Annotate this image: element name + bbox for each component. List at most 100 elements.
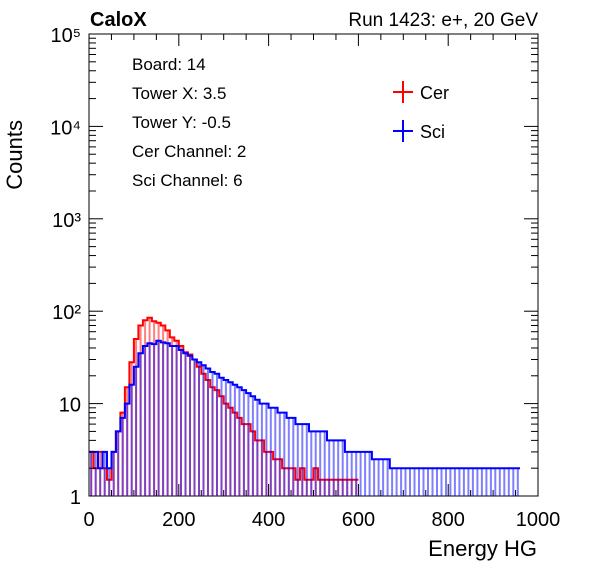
bin-sci-22 xyxy=(189,355,191,496)
bin-sci-30 xyxy=(224,380,227,496)
bin-sci-56 xyxy=(341,440,344,496)
bin-sci-46 xyxy=(296,424,299,496)
bin-sci-74 xyxy=(422,468,425,496)
plot-frame xyxy=(88,33,539,497)
bin-sci-53 xyxy=(328,440,331,496)
info-cer-channel: Cer Channel: 2 xyxy=(132,142,246,161)
bin-sci-81 xyxy=(453,468,456,496)
bin-sci-23 xyxy=(193,359,196,496)
bin-sci-88 xyxy=(485,468,488,496)
bin-sci-60 xyxy=(359,451,362,496)
bin-sci-58 xyxy=(350,451,353,496)
bin-sci-79 xyxy=(445,468,447,496)
bin-sci-0 xyxy=(90,451,93,496)
bin-sci-8 xyxy=(126,403,129,496)
bin-sci-34 xyxy=(242,390,245,496)
bin-sci-51 xyxy=(319,431,322,496)
bin-sci-49 xyxy=(310,431,313,496)
y-tick-label-2: 10² xyxy=(52,302,81,324)
bin-sci-69 xyxy=(400,468,403,496)
bin-sci-27 xyxy=(211,372,214,496)
bin-sci-5 xyxy=(112,451,115,496)
bin-sci-29 xyxy=(220,377,223,496)
legend-label-sci: Sci xyxy=(420,122,445,142)
bin-sci-44 xyxy=(287,417,290,496)
bin-sci-77 xyxy=(436,468,438,496)
bin-sci-86 xyxy=(476,468,479,496)
series-cer xyxy=(89,316,359,496)
bin-sci-65 xyxy=(382,459,385,496)
bin-sci-48 xyxy=(305,424,308,496)
legend-marker-sci xyxy=(393,120,413,142)
bin-sci-14 xyxy=(153,344,156,496)
bin-sci-82 xyxy=(458,468,461,496)
bin-sci-91 xyxy=(498,468,501,496)
bin-sci-95 xyxy=(516,468,519,496)
bin-sci-25 xyxy=(202,365,205,496)
y-tick-label-5: 10⁵ xyxy=(50,25,81,47)
bin-sci-13 xyxy=(148,343,151,496)
bin-sci-57 xyxy=(346,451,349,496)
bin-sci-94 xyxy=(512,468,515,496)
bin-sci-47 xyxy=(301,424,304,496)
bin-sci-54 xyxy=(332,440,335,496)
x-tick-label-0: 0 xyxy=(83,509,94,531)
bin-sci-42 xyxy=(278,412,281,496)
bin-sci-26 xyxy=(207,368,209,496)
bin-sci-90 xyxy=(494,468,497,496)
bin-sci-73 xyxy=(418,468,420,496)
bin-sci-68 xyxy=(395,468,398,496)
bin-sci-89 xyxy=(489,468,492,496)
y-tick-label-4: 10⁴ xyxy=(50,117,81,139)
y-axis-title: Counts xyxy=(2,120,27,190)
bin-sci-67 xyxy=(391,468,394,496)
info-tower-y: Tower Y: -0.5 xyxy=(132,113,231,132)
bin-sci-78 xyxy=(440,468,443,496)
bin-sci-20 xyxy=(180,350,182,496)
bin-sci-16 xyxy=(162,342,165,496)
experiment-label: CaloX xyxy=(90,9,147,31)
bin-sci-66 xyxy=(386,459,389,496)
bin-sci-4 xyxy=(108,468,111,496)
legend: Cer Sci xyxy=(393,81,449,142)
bin-sci-80 xyxy=(449,468,452,496)
bin-sci-9 xyxy=(130,384,133,496)
run-info-label: Run 1423: e+, 20 GeV xyxy=(348,10,538,31)
bin-sci-50 xyxy=(314,431,317,496)
info-board: Board: 14 xyxy=(132,55,206,74)
bin-sci-52 xyxy=(323,431,326,496)
bin-sci-21 xyxy=(184,353,187,496)
x-tick-label-4: 800 xyxy=(432,509,465,531)
series-sci xyxy=(89,339,520,496)
bin-sci-83 xyxy=(462,468,465,496)
bin-sci-72 xyxy=(413,468,416,496)
bin-sci-55 xyxy=(337,440,340,496)
bin-sci-11 xyxy=(139,353,142,496)
bin-sci-61 xyxy=(364,451,367,496)
bin-sci-39 xyxy=(265,403,268,496)
y-tick-label-0: 1 xyxy=(70,487,81,509)
bin-sci-18 xyxy=(171,346,174,496)
x-tick-label-1: 200 xyxy=(162,509,195,531)
bin-sci-63 xyxy=(373,459,376,496)
bin-sci-35 xyxy=(247,393,250,496)
bin-sci-2 xyxy=(99,468,102,496)
bin-sci-6 xyxy=(117,431,120,496)
series-layer xyxy=(89,316,520,496)
bin-sci-12 xyxy=(144,346,147,496)
bin-sci-45 xyxy=(292,417,295,496)
info-box: Board: 14 Tower X: 3.5 Tower Y: -0.5 Cer… xyxy=(132,55,246,190)
y-tick-label-3: 10³ xyxy=(52,210,81,232)
bin-sci-93 xyxy=(507,468,510,496)
bin-sci-92 xyxy=(503,468,506,496)
bin-sci-10 xyxy=(135,366,138,496)
bin-sci-19 xyxy=(175,346,178,496)
bin-sci-17 xyxy=(166,343,169,496)
bin-sci-37 xyxy=(256,399,259,496)
info-sci-channel: Sci Channel: 6 xyxy=(132,171,243,190)
bin-sci-41 xyxy=(274,407,277,496)
bin-sci-28 xyxy=(216,373,218,496)
x-tick-label-2: 400 xyxy=(252,509,285,531)
info-tower-x: Tower X: 3.5 xyxy=(132,84,227,103)
